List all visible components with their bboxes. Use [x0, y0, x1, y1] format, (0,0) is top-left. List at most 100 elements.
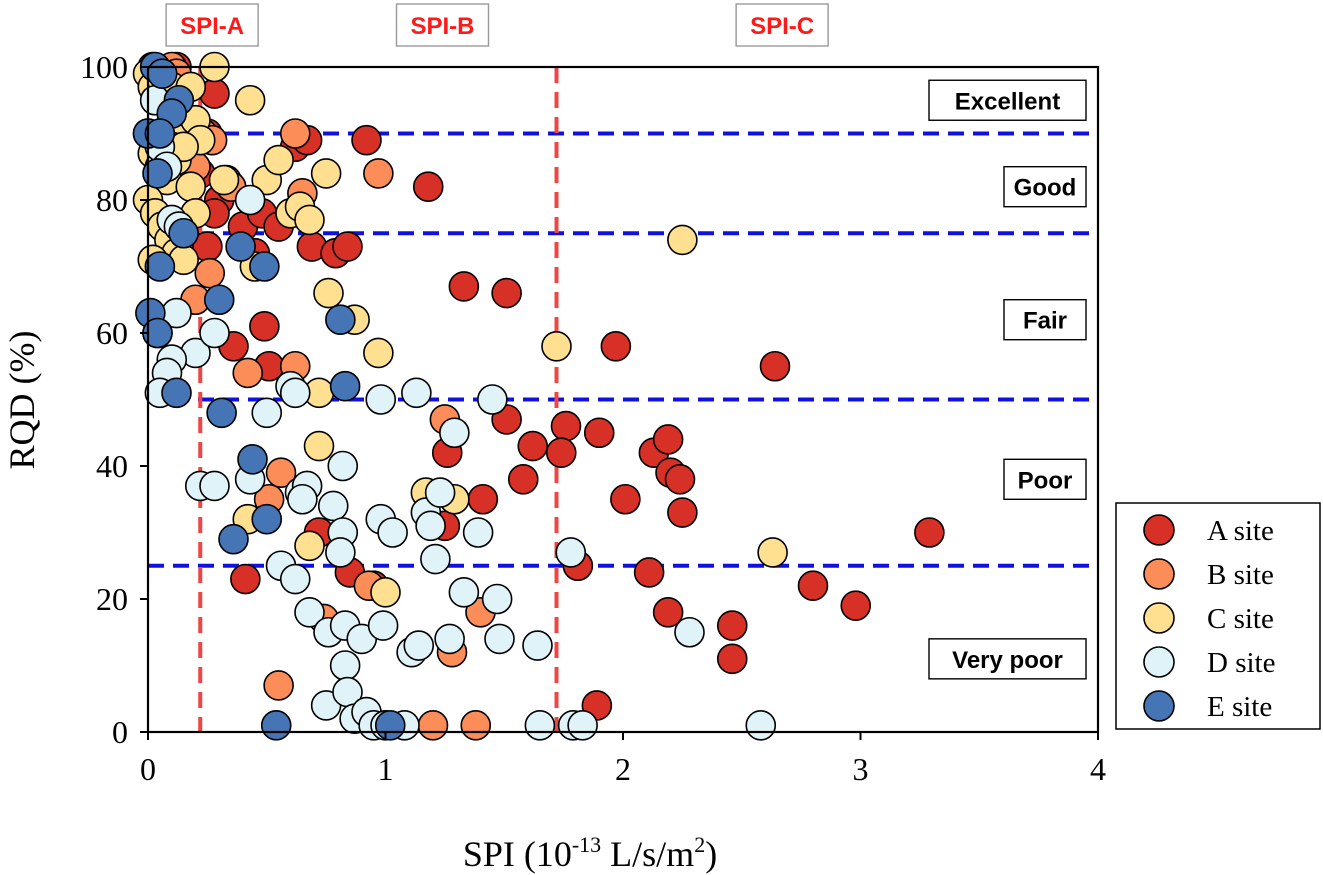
data-point — [251, 503, 283, 535]
data-point — [460, 710, 492, 741]
data-point — [448, 577, 480, 608]
data-point — [377, 517, 408, 548]
data-point — [206, 397, 237, 429]
zone-label: Excellent — [955, 88, 1060, 115]
data-point — [325, 304, 356, 336]
legend-marker — [1143, 514, 1175, 546]
spi-label: SPI-B — [410, 13, 474, 40]
spi-label-box — [735, 3, 829, 47]
x-axis: 0 1 2 3 4 — [140, 732, 1106, 787]
data-point — [745, 710, 777, 741]
y-tick-label: 40 — [96, 448, 128, 484]
data-points — [132, 51, 945, 741]
data-point — [168, 217, 199, 249]
data-point — [716, 643, 748, 675]
data-point — [332, 231, 363, 262]
zone-label: Poor — [1018, 467, 1073, 494]
data-point — [417, 710, 449, 741]
y-tick-label: 100 — [80, 49, 128, 85]
spi-label-box — [165, 3, 259, 47]
x-tick-label: 3 — [853, 751, 869, 787]
legend: A site B site C site D site E site — [1115, 502, 1321, 730]
zone-label-box — [1003, 458, 1087, 500]
data-point — [365, 384, 397, 415]
legend-label: A site — [1207, 515, 1274, 547]
data-point — [175, 171, 207, 202]
data-point — [491, 277, 522, 309]
y-axis-title: RQD (%) — [2, 331, 42, 470]
y-tick-label: 60 — [96, 315, 128, 351]
data-point — [249, 311, 280, 342]
data-point — [194, 257, 226, 289]
legend-label: C site — [1207, 603, 1274, 635]
spi-label: SPI-C — [750, 13, 814, 40]
data-point — [484, 623, 515, 655]
data-point — [507, 463, 539, 495]
data-point — [294, 530, 325, 562]
data-point — [567, 710, 598, 741]
data-point — [757, 537, 788, 568]
data-point — [310, 158, 342, 189]
data-point — [218, 523, 249, 555]
data-point — [230, 563, 261, 595]
data-point — [225, 231, 256, 262]
x-tick-label: 2 — [615, 751, 631, 787]
zone-label: Good — [1014, 175, 1077, 202]
x-tick-label: 4 — [1090, 751, 1106, 787]
data-point — [234, 184, 266, 216]
data-point — [716, 610, 748, 641]
data-point — [144, 118, 176, 149]
data-point — [263, 670, 294, 701]
spi-label: SPI-A — [180, 13, 244, 40]
data-point — [541, 330, 572, 362]
data-point — [674, 616, 705, 648]
data-point — [329, 370, 361, 402]
data-point — [522, 630, 553, 661]
legend-marker — [1143, 690, 1175, 722]
data-point — [279, 118, 311, 149]
data-point — [317, 490, 349, 522]
data-point — [467, 483, 499, 515]
data-point — [555, 537, 587, 568]
y-tick-label: 0 — [112, 714, 128, 750]
data-point — [199, 470, 230, 502]
data-point — [517, 430, 549, 462]
zone-label: Very poor — [952, 647, 1063, 674]
data-point — [583, 417, 615, 449]
data-point — [313, 277, 344, 309]
data-point — [374, 710, 406, 741]
data-point — [329, 650, 361, 681]
data-point — [208, 164, 240, 196]
data-point — [633, 557, 665, 588]
data-point — [448, 271, 480, 302]
data-point — [199, 317, 230, 349]
zone-label: Fair — [1023, 308, 1067, 335]
spi-class-labels: SPI-A SPI-B SPI-C — [165, 3, 829, 47]
data-point — [420, 543, 451, 575]
data-point — [260, 710, 292, 741]
data-point — [265, 457, 297, 488]
data-point — [477, 384, 508, 415]
data-point — [550, 410, 582, 442]
data-point — [401, 377, 432, 409]
spi-label-box — [395, 3, 490, 47]
y-tick-label: 80 — [96, 182, 128, 218]
legend-marker — [1143, 646, 1175, 678]
data-point — [370, 577, 401, 608]
data-point — [412, 171, 444, 202]
data-point — [610, 483, 641, 515]
data-point — [424, 477, 456, 508]
x-axis-title: SPI (10-13 L/s/m2) — [463, 832, 717, 874]
legend-label: D site — [1207, 647, 1275, 679]
data-point — [142, 158, 173, 189]
data-point — [415, 510, 446, 542]
x-axis-title-exponent: -13 — [572, 832, 601, 857]
x-axis-title-unit-exponent: 2 — [694, 832, 705, 857]
data-point — [664, 463, 696, 495]
data-point — [652, 596, 684, 628]
data-point — [351, 124, 382, 156]
data-point — [797, 570, 829, 602]
data-point — [279, 377, 311, 409]
x-tick-label: 1 — [378, 751, 394, 787]
